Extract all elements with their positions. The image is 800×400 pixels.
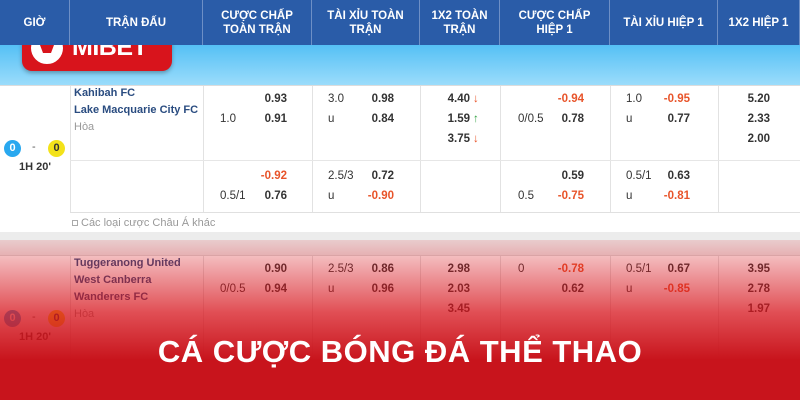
column-header: TÀI XỈU TOÀN TRẬN	[312, 0, 420, 45]
draw-label: Hòa	[74, 121, 95, 133]
odds: -0.95	[663, 93, 690, 105]
handicap-line: 2.5/3	[328, 170, 354, 182]
handicap-line: u	[328, 113, 335, 125]
trend-arrow: ↑	[473, 113, 479, 125]
handicap-line: 3.0	[328, 93, 344, 105]
score-separator: -	[32, 141, 36, 153]
divider	[420, 85, 421, 212]
divider	[718, 85, 719, 212]
column-header: TRẬN ĐẤU	[70, 0, 203, 45]
divider	[70, 85, 71, 212]
handicap-line: 0.5	[518, 190, 534, 202]
handicap-line: 0/0.5	[518, 113, 544, 125]
handicap-line: u	[626, 190, 633, 202]
column-header: 1X2 TOÀN TRẬN	[420, 0, 500, 45]
odds: 5.20	[747, 93, 770, 105]
trend-arrow: ↓	[473, 93, 479, 105]
handicap-line: 1.0	[220, 113, 236, 125]
odds: 3.75	[447, 133, 470, 145]
column-header: TÀI XỈU HIỆP 1	[610, 0, 718, 45]
team-name: Lake Macquarie City FC	[74, 104, 199, 116]
odds: 0.72	[371, 170, 394, 182]
handicap-line: 0.5/1	[626, 170, 652, 182]
odds: 0.78	[561, 113, 584, 125]
odds: 2.00	[747, 133, 770, 145]
score-home: 0	[4, 140, 21, 157]
divider	[312, 85, 313, 212]
divider	[610, 85, 611, 212]
odds: 0.93	[264, 93, 287, 105]
odds: 0.59	[561, 170, 584, 182]
odds: -0.92	[260, 170, 287, 182]
team-name: Kahibah FC	[74, 87, 136, 99]
trend-arrow: ↓	[473, 133, 479, 145]
banner-overlay	[0, 240, 800, 400]
divider	[0, 85, 800, 86]
handicap-line: u	[328, 190, 335, 202]
divider	[70, 212, 800, 213]
odds: -0.90	[367, 190, 394, 202]
odds: -0.81	[663, 190, 690, 202]
odds: 0.63	[667, 170, 690, 182]
divider	[70, 160, 800, 161]
handicap-line: u	[626, 113, 633, 125]
handicap-line: 0.5/1	[220, 190, 246, 202]
odds: 0.76	[264, 190, 287, 202]
divider	[203, 85, 204, 212]
odds: 0.84	[371, 113, 394, 125]
banner-text: CÁ CƯỢC BÓNG ĐÁ THỂ THAO	[157, 334, 643, 369]
column-header: 1X2 HIỆP 1	[718, 0, 800, 45]
divider	[500, 85, 501, 212]
odds: -0.75	[557, 190, 584, 202]
odds: 2.33	[747, 113, 770, 125]
column-header: GIỜ	[0, 0, 70, 45]
odds: 1.59	[447, 113, 470, 125]
teams: Kahibah FC Lake Macquarie City FC Hòa	[74, 85, 199, 136]
odds: 0.91	[264, 113, 287, 125]
more-bets: Các loại cược Châu Á khác	[81, 217, 216, 229]
match-time: 1H 20'	[19, 161, 51, 173]
column-header: CƯỢC CHẤP TOÀN TRẬN	[203, 0, 312, 45]
score-away: 0	[48, 140, 65, 157]
odds: 4.40	[447, 93, 470, 105]
odds: -0.94	[557, 93, 584, 105]
column-header: CƯỢC CHẤP HIỆP 1	[500, 0, 610, 45]
odds: 0.98	[371, 93, 394, 105]
handicap-line: 1.0	[626, 93, 642, 105]
odds: 0.77	[667, 113, 690, 125]
more-icon	[72, 220, 78, 226]
